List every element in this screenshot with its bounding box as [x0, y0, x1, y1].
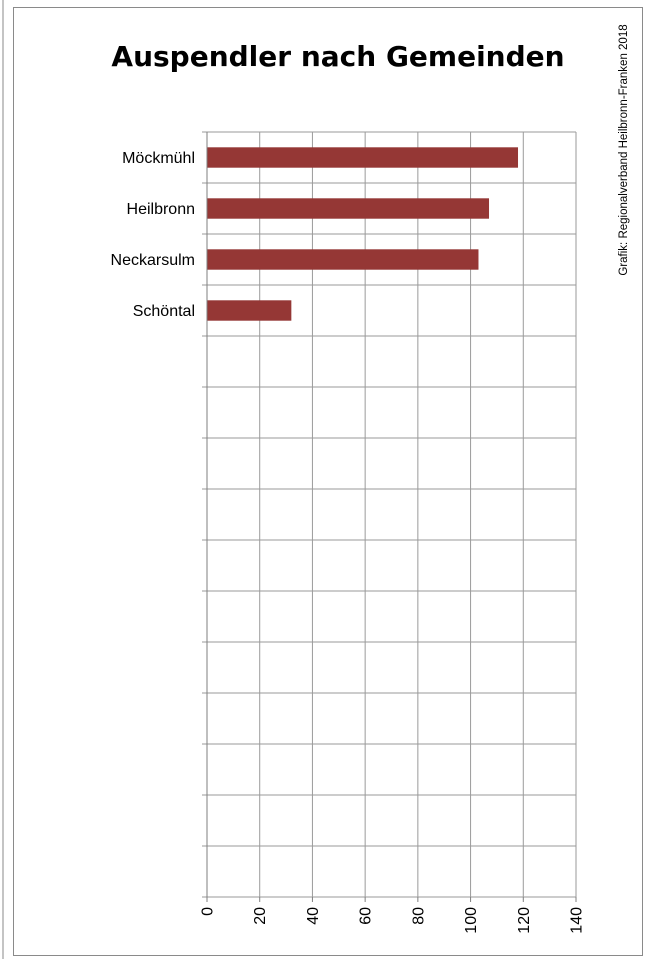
- x-tick-label-6: 120: [516, 907, 533, 934]
- category-label-0: Möckmühl: [122, 150, 195, 167]
- bar-3: [207, 300, 292, 321]
- bar-2: [207, 249, 479, 270]
- category-labels: Möckmühl Heilbronn Neckarsulm Schöntal: [111, 150, 195, 320]
- x-tick-label-5: 100: [463, 907, 480, 934]
- bar-series: [207, 147, 519, 321]
- bar-1: [207, 198, 490, 219]
- chart-title: Auspendler nach Gemeinden: [111, 40, 564, 73]
- bar-0: [207, 147, 519, 168]
- x-tick-label-1: 20: [252, 907, 269, 925]
- chart-border: [13, 7, 643, 956]
- x-tick-label-0: 0: [200, 907, 217, 916]
- source-note: Grafik: Regionalverband Heilbronn-Franke…: [618, 24, 630, 275]
- x-tick-label-4: 80: [410, 907, 427, 925]
- category-label-1: Heilbronn: [127, 201, 195, 218]
- x-tick-label-2: 40: [305, 907, 322, 925]
- axes: [206, 132, 577, 902]
- category-label-2: Neckarsulm: [111, 252, 195, 269]
- grid-lines: [202, 131, 577, 898]
- x-tick-label-7: 140: [569, 907, 586, 934]
- category-label-3: Schöntal: [133, 303, 195, 320]
- x-tick-labels: 0 20 40 60 80 100 120 140: [200, 907, 586, 934]
- x-tick-label-3: 60: [358, 907, 375, 925]
